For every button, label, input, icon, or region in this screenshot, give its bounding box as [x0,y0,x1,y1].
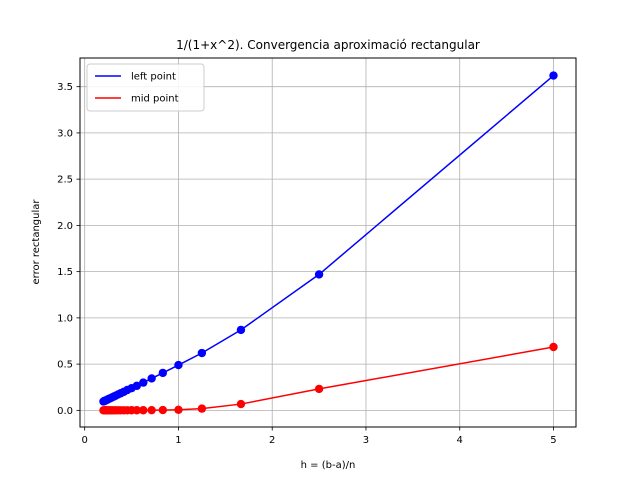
data-point-left-point [139,378,148,387]
series-mid-point [99,342,558,415]
series-left-point [99,71,558,406]
x-tick-label: 5 [550,435,556,446]
y-tick-label: 3.0 [57,128,73,139]
data-point-left-point [99,397,108,406]
data-point-mid-point [174,405,183,414]
data-point-mid-point [139,406,148,415]
x-axis-label: h = (b-a)/n [301,460,356,471]
legend: left point mid point [86,63,205,112]
y-tick-label: 2.0 [57,221,73,232]
x-tick-label: 2 [269,435,275,446]
grid [80,58,576,427]
legend-label-left-point: left point [131,72,176,83]
x-axis: 0 1 2 3 4 5 [82,427,557,446]
y-tick-label: 0.0 [57,406,73,417]
data-point-mid-point [99,406,108,415]
data-point-left-point [158,368,168,378]
data-point-mid-point [158,405,168,415]
y-axis: 0.0 0.5 1.0 1.5 2.0 2.5 3.0 3.5 [57,82,80,417]
data-point-mid-point [236,399,246,409]
y-tick-label: 2.5 [57,175,73,186]
data-point-mid-point [314,384,324,394]
data-point-left-point [197,348,207,358]
plot-area: 0 1 2 3 4 5 0.0 0.5 1.0 1.5 2.0 2.5 3.0 3.5 [57,57,577,446]
chart-title: 1/(1+x^2). Convergencia aproximació rect… [176,38,480,52]
data-point-left-point [147,374,156,383]
series-layer [99,71,558,415]
data-point-mid-point [147,405,156,415]
data-point-mid-point [197,404,207,413]
y-tick-label: 0.5 [57,360,73,371]
x-tick-label: 4 [457,435,463,446]
y-tick-label: 1.0 [57,313,73,324]
x-tick-label: 1 [175,435,181,446]
data-point-mid-point [549,342,558,352]
y-tick-label: 3.5 [57,82,73,93]
data-point-left-point [314,270,324,279]
data-point-left-point [174,360,183,370]
y-axis-label: error rectangular [31,199,42,285]
legend-label-mid-point: mid point [131,94,179,105]
data-point-left-point [236,325,246,335]
x-tick-label: 3 [363,435,369,446]
plot-frame [79,57,577,428]
data-point-left-point [549,71,558,80]
y-tick-label: 1.5 [57,267,73,278]
x-tick-label: 0 [82,435,88,446]
